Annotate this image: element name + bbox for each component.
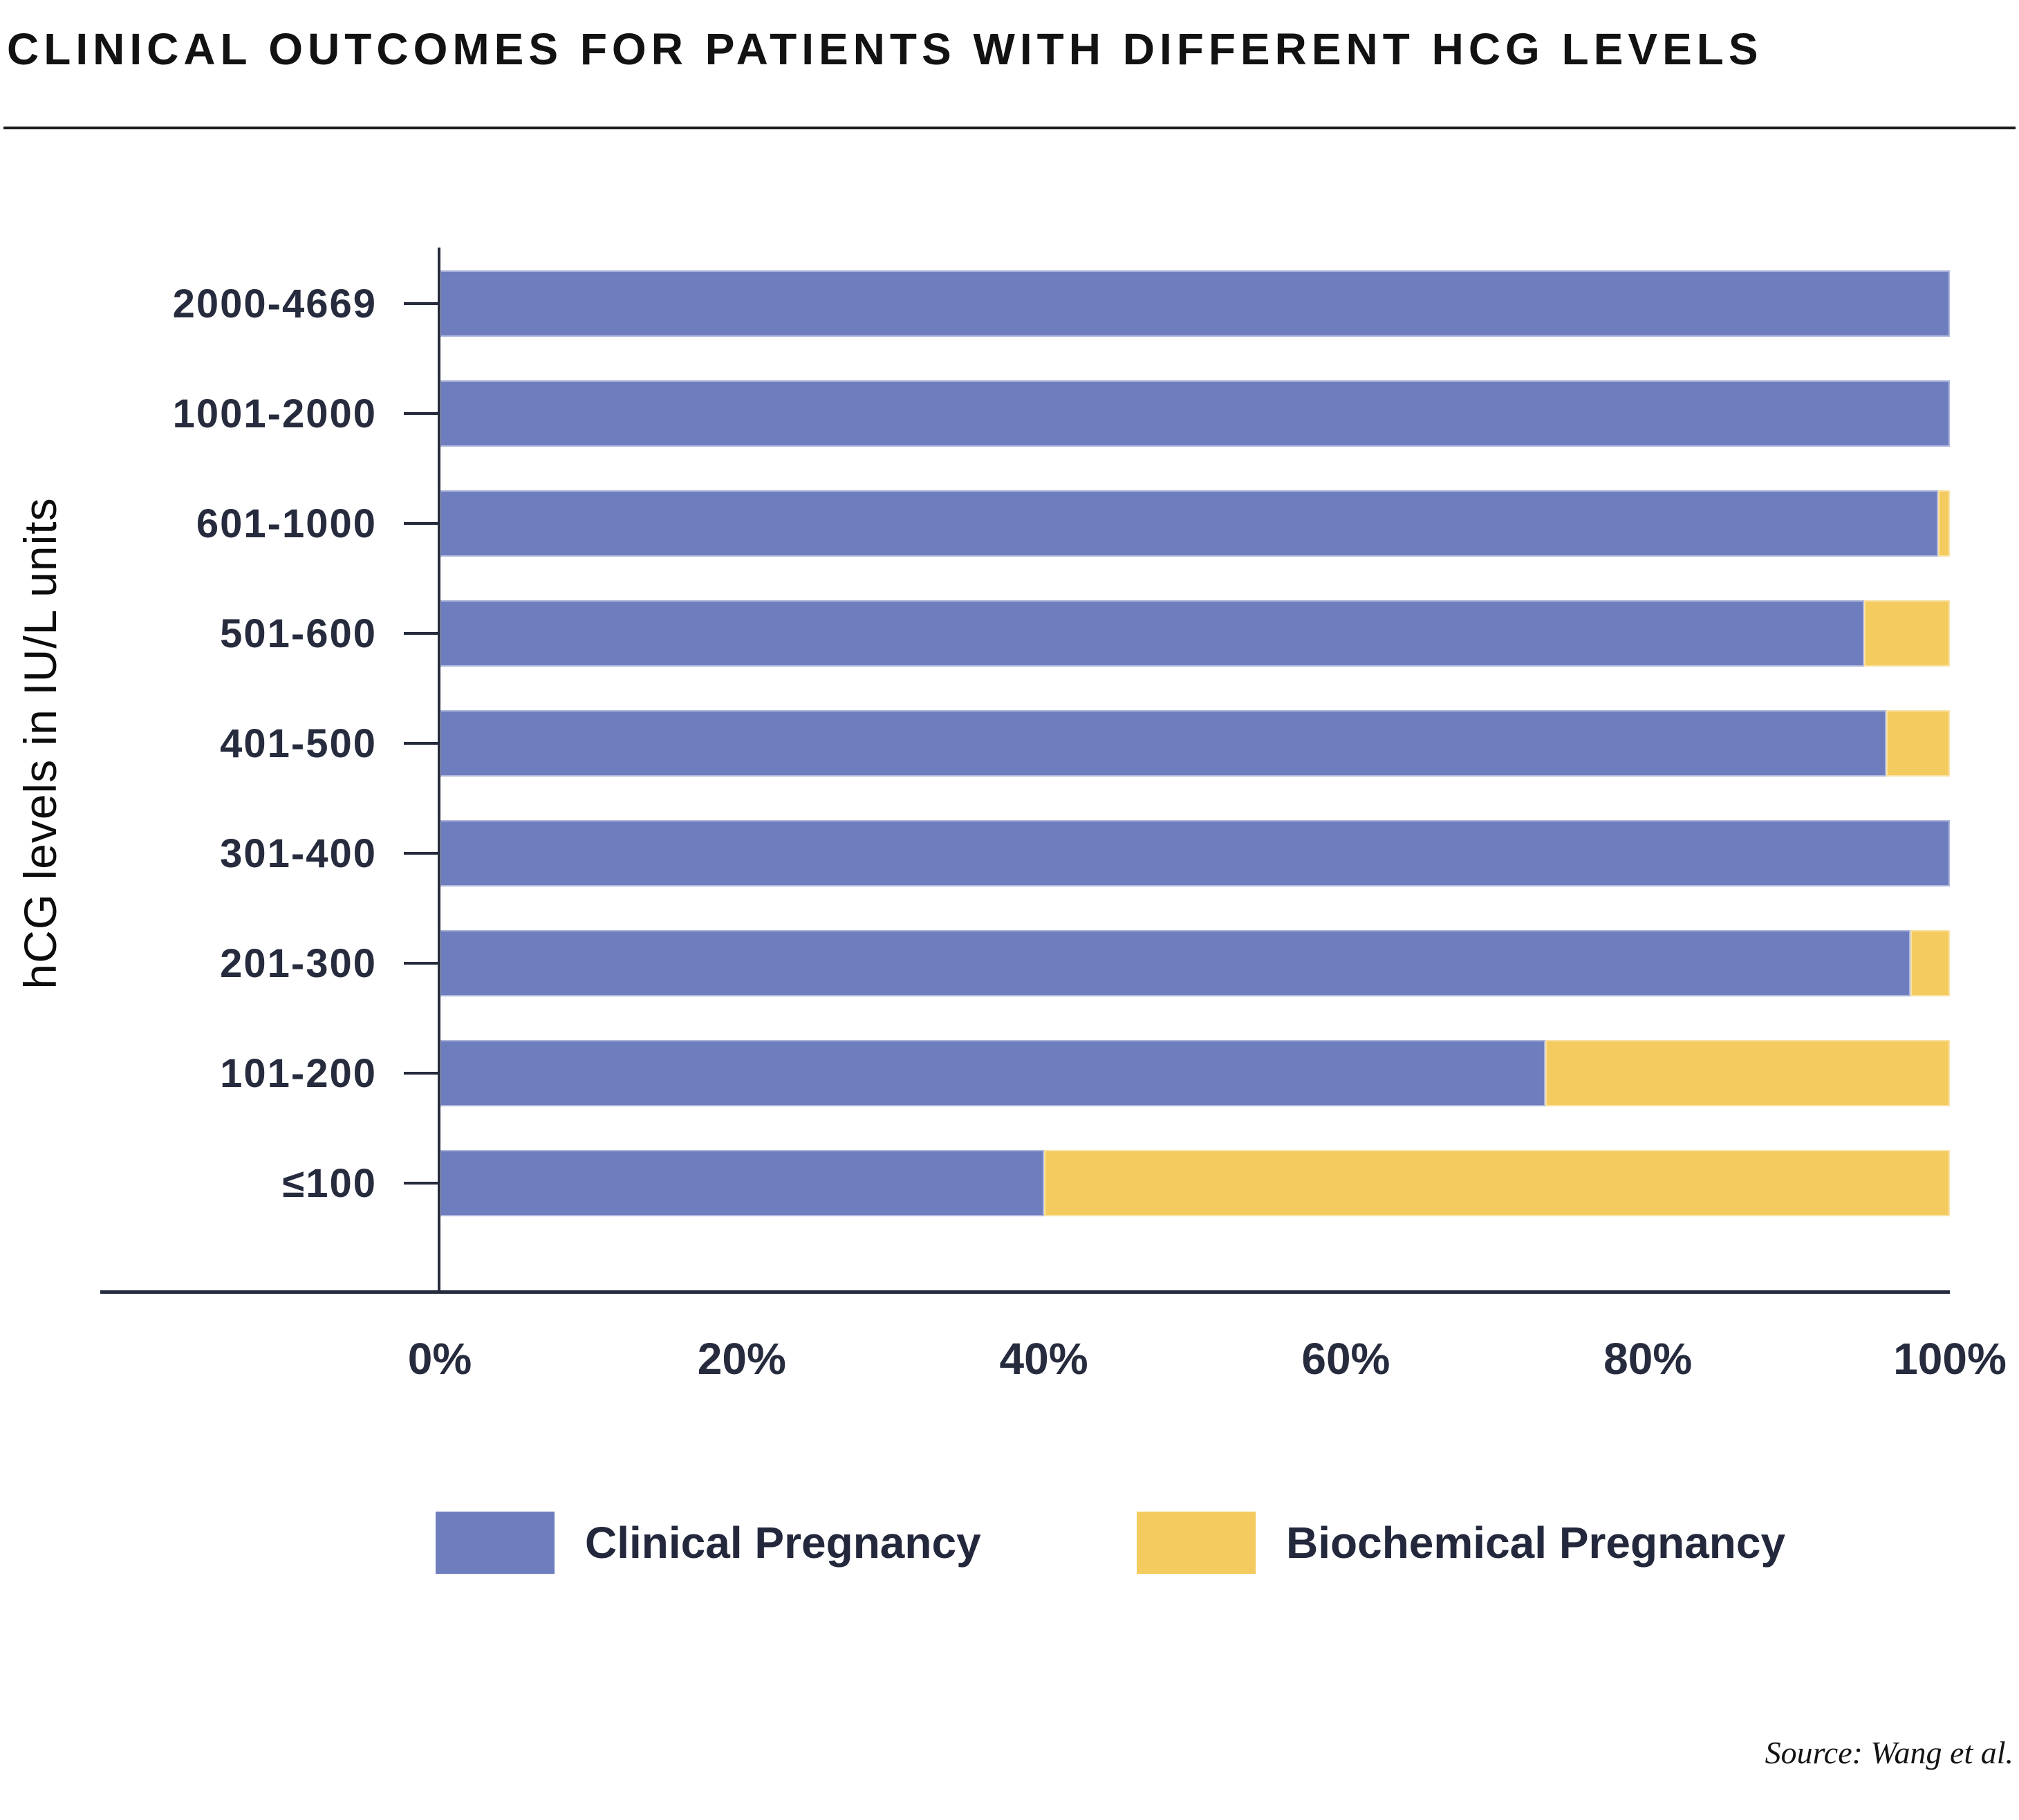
y-axis-tick [404,632,438,635]
bar-segment-clinical-1001-2000 [440,380,1950,447]
y-axis-tick [404,962,438,965]
legend: Clinical Pregnancy Biochemical Pregnancy [0,1511,2019,1575]
x-axis-tick-label: 20% [697,1334,786,1384]
y-category-label: 101-200 [220,1050,377,1096]
y-axis-tick [404,852,438,855]
y-axis-tick [404,522,438,525]
bar-segment-clinical-501-600 [440,600,1864,667]
bar-segment-clinical-2000-4669 [440,270,1950,337]
legend-swatch-clinical-pregnancy [436,1512,555,1574]
x-axis-tick-label: 100% [1893,1334,2007,1384]
x-axis-tick-label: 40% [999,1334,1088,1384]
y-category-label: 401-500 [220,721,377,766]
bar-segment-biochemical-101-200 [1545,1040,1950,1106]
chart-title: CLINICAL OUTCOMES FOR PATIENTS WITH DIFF… [7,24,1763,74]
y-axis-tick [404,1182,438,1185]
bar-segment-clinical-301-400 [440,820,1950,886]
y-category-label: 1001-2000 [172,391,377,436]
x-axis-tick-label: 80% [1603,1334,1693,1384]
bar-segment-biochemical-601-1000 [1937,490,1950,557]
legend-item-biochemical-pregnancy: Biochemical Pregnancy [1137,1511,1785,1575]
legend-label-clinical-pregnancy: Clinical Pregnancy [585,1518,981,1568]
bar-segment-clinical-≤100 [440,1150,1044,1216]
bar-segment-clinical-101-200 [440,1040,1545,1106]
legend-label-biochemical-pregnancy: Biochemical Pregnancy [1286,1518,1786,1568]
y-axis-tick [404,302,438,305]
x-axis-tick-label: 0% [407,1334,472,1384]
y-category-label: 2000-4669 [172,281,377,326]
y-category-label: 301-400 [220,830,377,876]
bar-segment-biochemical-501-600 [1863,600,1950,667]
y-category-label: 501-600 [220,611,377,656]
source-note: Source: Wang et al. [1765,1735,2013,1770]
title-divider [3,127,2016,129]
y-axis-tick [404,742,438,745]
legend-swatch-biochemical-pregnancy [1137,1512,1256,1574]
legend-item-clinical-pregnancy: Clinical Pregnancy [436,1511,981,1575]
y-category-label: 601-1000 [196,501,377,546]
y-axis-tick [404,412,438,415]
x-axis-tick-label: 60% [1301,1334,1390,1384]
bar-segment-clinical-601-1000 [440,490,1938,557]
bar-segment-clinical-401-500 [440,710,1887,777]
y-category-label: 201-300 [220,940,377,986]
y-axis-line [438,248,440,1294]
bar-segment-biochemical-201-300 [1910,930,1950,996]
bar-segment-clinical-201-300 [440,930,1911,996]
bar-segment-biochemical-≤100 [1043,1150,1950,1216]
x-axis-line [100,1290,1950,1294]
bar-segment-biochemical-401-500 [1886,710,1950,777]
y-axis-tick [404,1072,438,1075]
y-category-label: ≤100 [282,1160,377,1206]
